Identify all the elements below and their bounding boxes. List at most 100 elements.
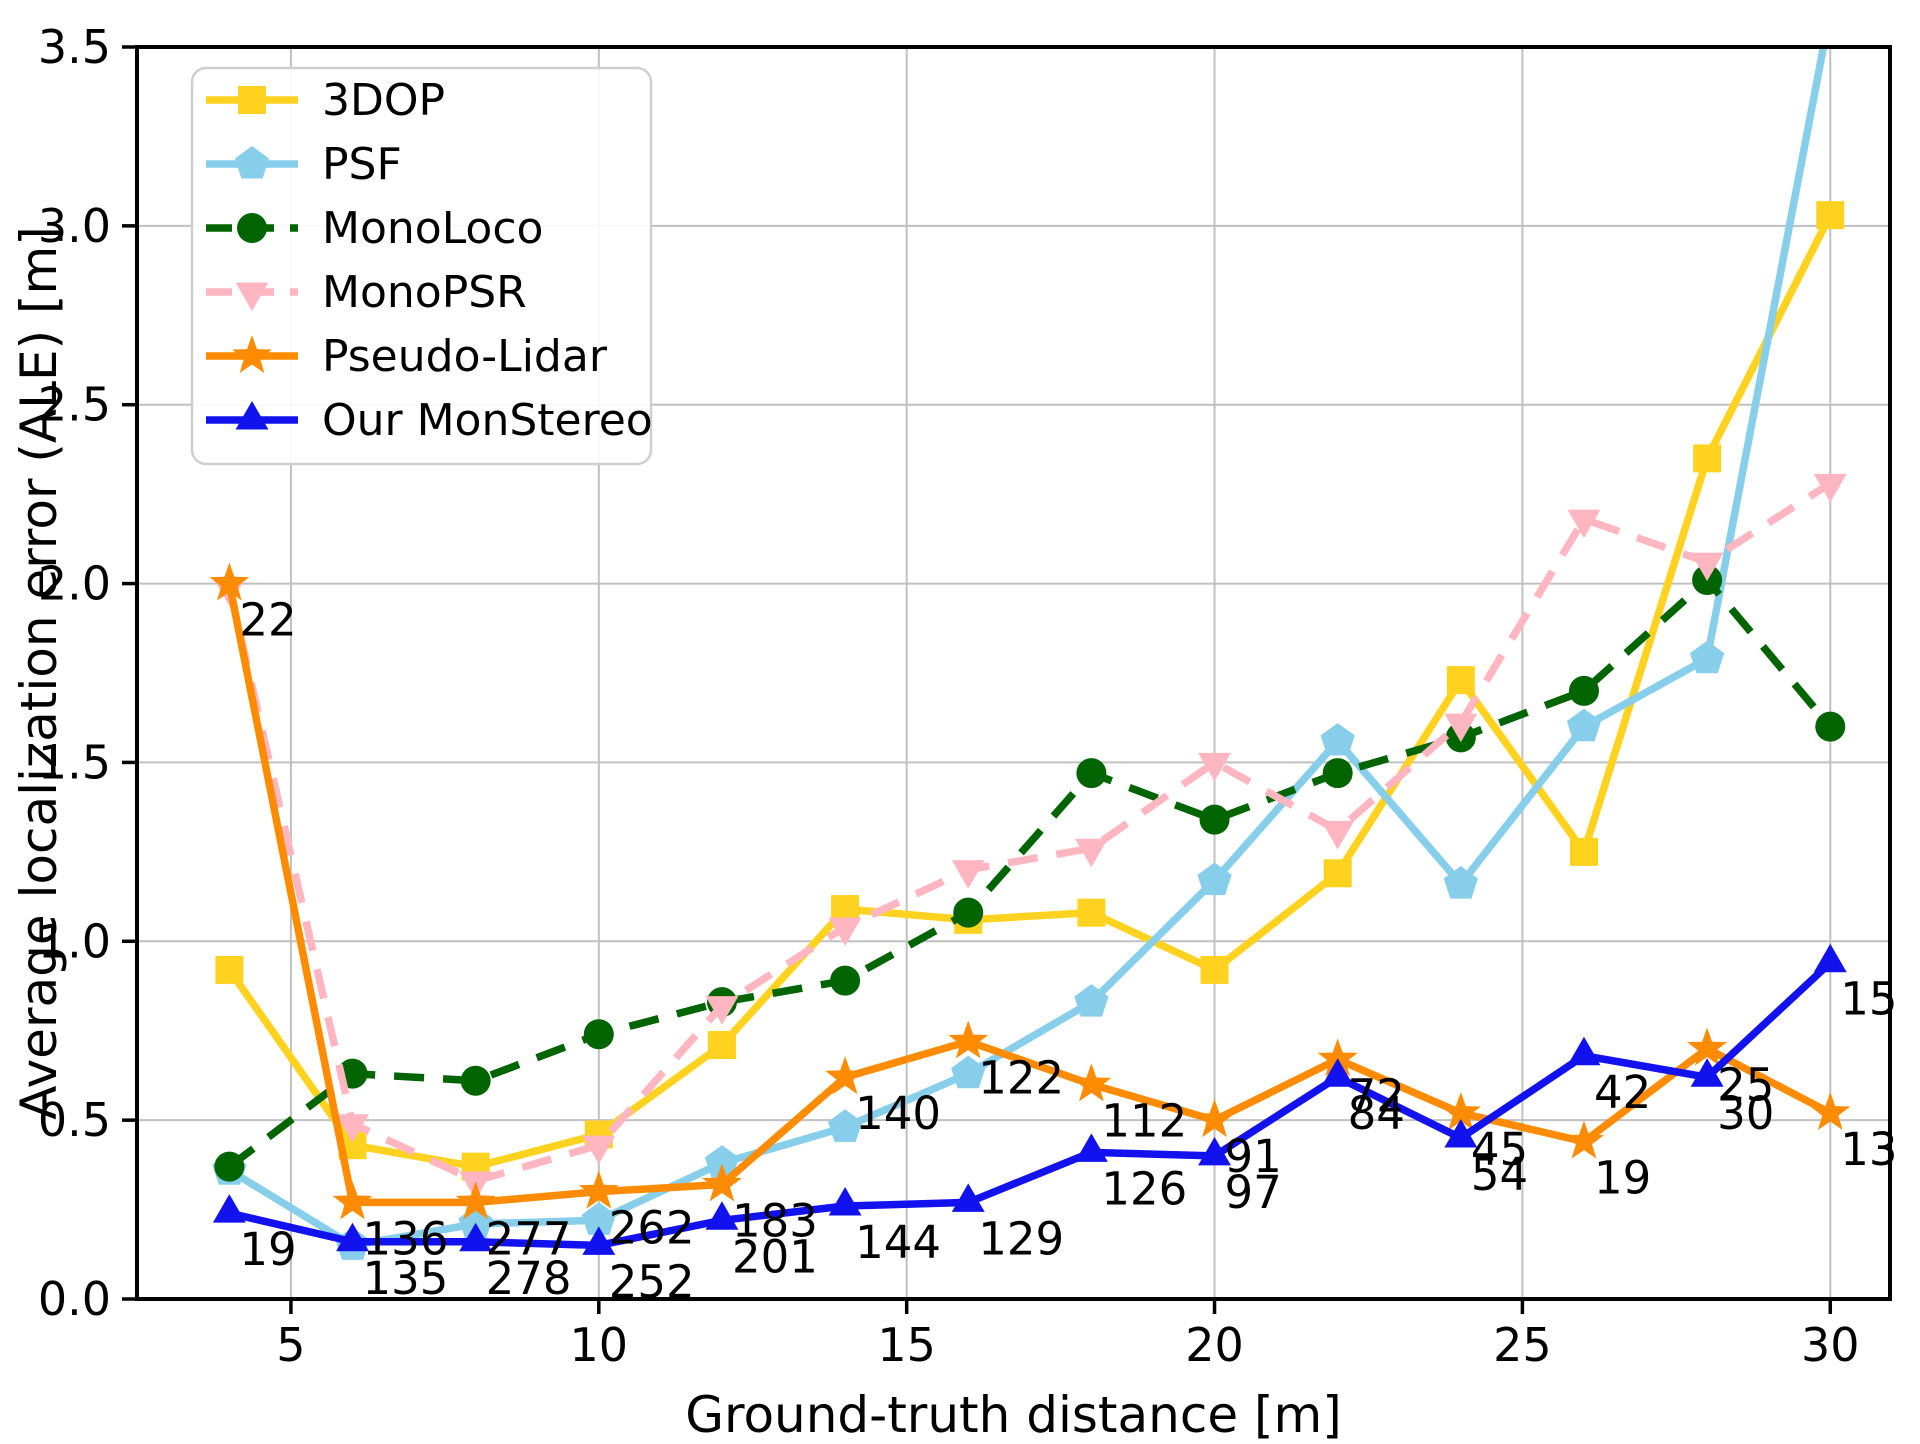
count-annotation: 183 [732, 1195, 818, 1248]
triangle-up-marker [1444, 1119, 1478, 1148]
star-marker [1317, 1038, 1358, 1077]
star-marker [578, 1170, 619, 1209]
legend-entry-pseudo-lidar: Pseudo-Lidar [206, 331, 608, 382]
circle-marker [214, 1151, 245, 1182]
count-annotation: 144 [855, 1216, 941, 1269]
triangle-up-marker [1321, 1058, 1355, 1087]
triangle-up-marker [951, 1183, 985, 1212]
pentagon-marker [951, 1055, 986, 1089]
count-annotation: 278 [486, 1252, 572, 1305]
square-marker [215, 955, 244, 984]
star-marker [455, 1181, 496, 1220]
legend-label-3dop: 3DOP [322, 75, 445, 126]
count-annotation: 72 [1348, 1069, 1405, 1122]
triangle-up-marker [212, 1194, 246, 1223]
series-psf [212, 47, 1828, 1260]
triangle-up-marker [336, 1222, 369, 1252]
triangle-up-marker [582, 1226, 616, 1255]
triangle-up-marker [1813, 943, 1847, 973]
circle-marker [237, 213, 267, 243]
count-annotation: 84 [1348, 1087, 1405, 1140]
legend-label-monopsr: MonoPSR [322, 267, 527, 318]
count-annotation: 201 [732, 1230, 818, 1283]
y-tick-label: 0.5 [38, 1093, 111, 1147]
star-marker [1687, 1027, 1728, 1066]
count-annotation: 140 [855, 1087, 941, 1140]
star-marker [1564, 1120, 1604, 1159]
count-annotation: 126 [1101, 1162, 1187, 1215]
count-annotation: 19 [239, 1223, 296, 1276]
circle-marker [830, 965, 861, 996]
triangle-down-marker [1074, 838, 1108, 868]
legend-box [190, 66, 653, 466]
square-marker [1446, 666, 1475, 695]
count-annotation: 262 [609, 1202, 695, 1255]
x-tick-label: 5 [276, 1318, 305, 1372]
series-line-3dop [226, 213, 1834, 1171]
legend-entry-our-monstereo: Our MonStereo [206, 395, 653, 446]
triangle-down-marker [951, 860, 985, 889]
series-pseudo-lidar [209, 562, 1851, 1220]
x-tick-label: 20 [1185, 1318, 1244, 1372]
legend-entry-3dop: 3DOP [206, 75, 445, 126]
triangle-down-marker [1813, 473, 1847, 503]
star-marker [1071, 1063, 1112, 1102]
pentagon-marker [1443, 866, 1478, 899]
y-axis: 0.0 0.5 1.0 1.5 2.0 2.5 3.0 3.5 [38, 20, 137, 1326]
triangle-down-marker [582, 1135, 616, 1165]
circle-marker [1322, 758, 1353, 789]
triangle-down-marker [828, 917, 862, 946]
circle-marker [953, 897, 984, 928]
y-axis-title: Average localization error (ALE) [m] [10, 226, 68, 1119]
count-annotation: 19 [1594, 1152, 1651, 1205]
legend-entry-monopsr: MonoPSR [206, 267, 527, 318]
series-line-our-monstereo [228, 960, 1833, 1250]
y-tick-label: 2.5 [38, 378, 111, 432]
pentagon-marker [704, 1145, 740, 1178]
count-annotation: 22 [239, 594, 296, 647]
count-annotation: 277 [486, 1212, 572, 1265]
star-marker [332, 1181, 373, 1220]
x-axis-title: Ground-truth distance [m] [685, 1386, 1341, 1440]
y-tick-label: 1.5 [38, 735, 111, 789]
series-root [209, 47, 1851, 1260]
count-annotation: 91 [1225, 1130, 1282, 1183]
square-marker [1323, 859, 1352, 888]
legend-label-monoloco: MonoLoco [322, 203, 543, 254]
y-tick-label: 2.0 [38, 557, 111, 611]
circle-marker [1568, 675, 1599, 706]
plot-border [135, 45, 1892, 1301]
star-marker [209, 562, 250, 601]
count-annotation: 54 [1471, 1148, 1528, 1201]
triangle-up-marker [1567, 1036, 1601, 1066]
pentagon-marker [1566, 708, 1602, 742]
circle-marker [583, 1019, 614, 1050]
series-line-pseudo-lidar [225, 582, 1833, 1207]
count-annotation: 13 [1840, 1123, 1897, 1176]
square-marker [238, 86, 266, 114]
x-tick-label: 25 [1493, 1318, 1552, 1372]
count-annotation: 25 [1717, 1059, 1774, 1112]
triangle-up-marker [705, 1201, 739, 1230]
circle-marker [1076, 758, 1107, 789]
triangle-up-marker [235, 401, 269, 430]
count-annotation: 122 [978, 1051, 1064, 1104]
count-annotation: 136 [363, 1212, 449, 1265]
y-tick-label: 3.0 [38, 199, 111, 253]
star-marker [701, 1163, 742, 1202]
count-annotation: 42 [1594, 1066, 1651, 1119]
count-annotation: 129 [978, 1212, 1064, 1265]
triangle-down-marker [1567, 509, 1601, 539]
triangle-down-marker [1690, 552, 1724, 582]
star-marker [1194, 1099, 1235, 1138]
series-line-monoloco [227, 576, 1834, 1170]
triangle-down-marker [1198, 752, 1231, 782]
square-marker [707, 1031, 736, 1060]
legend: 3DOP PSF MonoLoco MonoPSR Pseudo-Lidar Our Mo… [190, 66, 653, 466]
legend-entry-psf: PSF [206, 139, 402, 190]
square-marker [1816, 201, 1845, 230]
pentagon-marker [1690, 640, 1725, 674]
triangle-down-marker [1444, 713, 1478, 743]
triangle-up-marker [1690, 1058, 1724, 1087]
